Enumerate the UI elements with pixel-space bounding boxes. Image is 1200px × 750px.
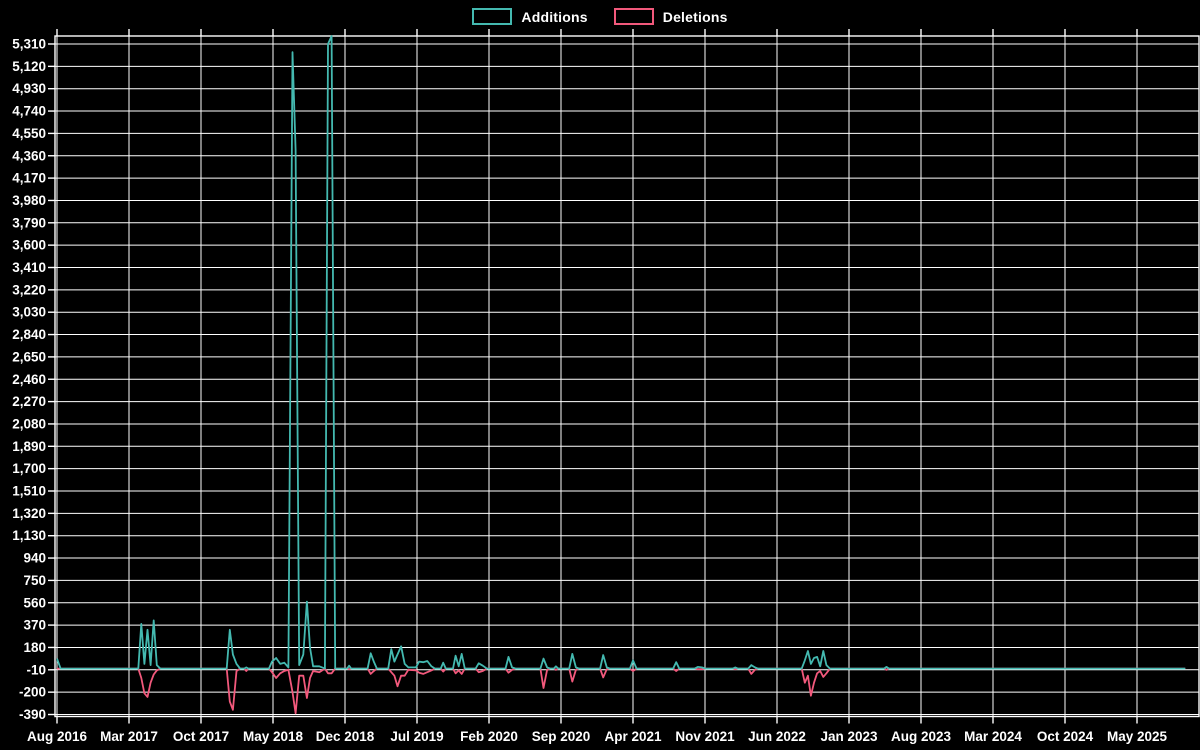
additions-legend-label: Additions [521,8,588,25]
gridlines [55,36,1199,717]
y-tick-label: 2,840 [12,327,46,342]
y-tick-label: 4,740 [12,104,46,119]
y-tick-label: 750 [23,573,46,588]
x-tick-label: Oct 2017 [173,729,229,744]
x-tick-label: Mar 2024 [964,729,1022,744]
deletions-legend-swatch [613,8,654,25]
additions-line [56,35,1186,670]
y-tick-label: 3,600 [12,238,46,253]
y-tick-label: -390 [19,707,46,722]
x-tick-label: Sep 2020 [532,729,591,744]
y-tick-label: 5,120 [12,59,46,74]
y-tick-label: 1,890 [12,439,46,454]
x-tick-label: Feb 2020 [460,729,518,744]
deletions-line [57,667,1186,715]
y-tick-label: 1,510 [12,484,46,499]
y-tick-label: 3,030 [12,305,46,320]
x-tick-label: Jan 2023 [820,729,878,744]
x-tick-label: Aug 2023 [891,729,952,744]
y-tick-label: 3,410 [12,260,46,275]
y-tick-label: 2,080 [12,416,46,431]
axis-ticks [48,29,1138,724]
y-tick-label: 560 [23,595,46,610]
y-tick-label: 5,310 [12,37,46,52]
plot-border [54,35,1200,718]
y-tick-label: 940 [23,551,46,566]
deletions-legend-label: Deletions [662,8,728,25]
x-tick-label: Dec 2018 [316,729,375,744]
y-tick-label: 3,220 [12,282,46,297]
x-tick-label: Nov 2021 [675,729,735,744]
additions-legend-swatch [472,8,513,25]
legend-item-deletions: Deletions [613,8,728,25]
y-tick-label: 370 [23,618,46,633]
axis-labels: 5,310 5,120 4,930 4,740 4,550 4,360 4,170 3,980… [12,37,1167,745]
y-tick-label: 3,980 [12,193,46,208]
x-tick-label: May 2018 [243,729,304,744]
y-tick-label: 1,700 [12,461,46,476]
y-tick-label: 2,460 [12,372,46,387]
x-tick-label: Mar 2017 [100,729,158,744]
x-tick-label: Jul 2019 [390,729,443,744]
y-tick-label: 4,170 [12,171,46,186]
y-tick-label: 180 [23,640,46,655]
y-tick-label: 2,650 [12,349,46,364]
y-tick-label: 2,270 [12,394,46,409]
y-tick-label: -10 [26,662,46,677]
chart-legend: Additions Deletions [0,8,1200,25]
y-tick-label: 1,320 [12,506,46,521]
y-tick-label: 4,550 [12,126,46,141]
x-tick-label: May 2025 [1107,729,1168,744]
x-tick-label: Aug 2016 [27,729,88,744]
y-tick-label: -200 [19,685,46,700]
y-tick-label: 1,130 [12,528,46,543]
x-tick-label: Apr 2021 [604,729,662,744]
y-tick-label: 4,930 [12,81,46,96]
legend-item-additions: Additions [472,8,588,25]
y-tick-label: 4,360 [12,148,46,163]
x-tick-label: Oct 2024 [1037,729,1094,744]
y-tick-label: 3,790 [12,215,46,230]
x-tick-label: Jun 2022 [748,729,806,744]
